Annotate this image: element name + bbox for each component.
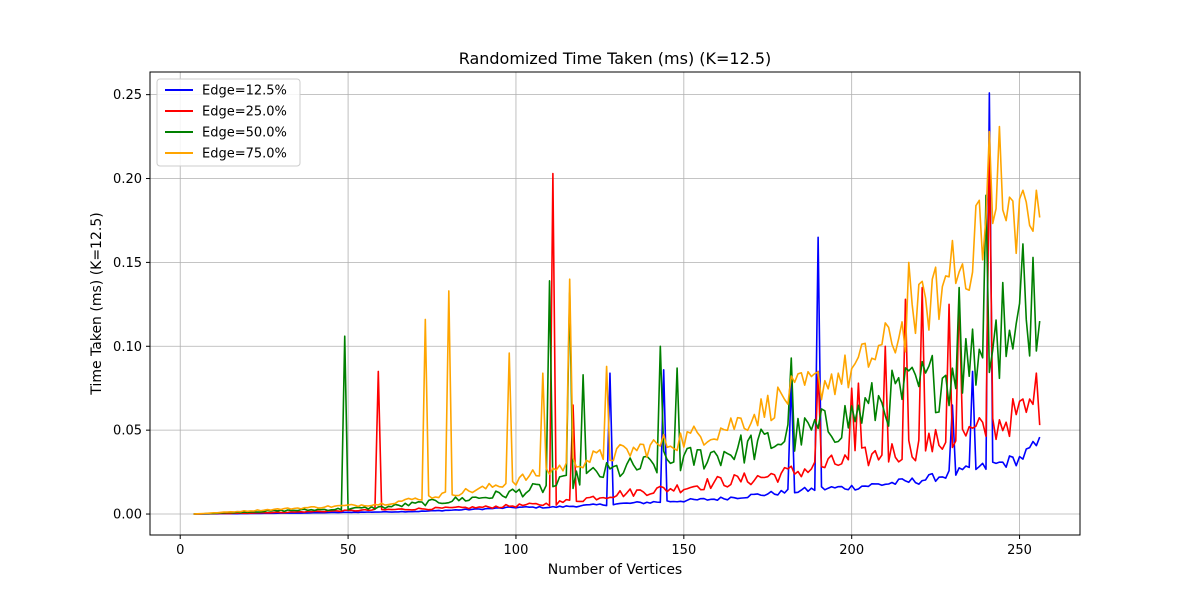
legend: Edge=12.5% Edge=25.0% Edge=50.0% Edge=75.0% xyxy=(156,78,301,167)
y-tick-label: 0.05 xyxy=(113,424,142,439)
series-layer xyxy=(193,92,1041,515)
x-tick-label: 0 xyxy=(176,543,184,558)
legend-label: Edge=75.0% xyxy=(202,147,287,162)
x-tick-label: 150 xyxy=(671,543,696,558)
x-tick-label: 200 xyxy=(839,543,864,558)
y-tick-label: 0.20 xyxy=(113,172,142,187)
legend-box xyxy=(156,78,301,167)
x-axis-label: Number of Vertices xyxy=(548,562,682,578)
x-tick-label: 50 xyxy=(340,543,357,558)
y-tick-label: 0.25 xyxy=(113,88,142,103)
x-axis: 0 50 100 150 200 250 xyxy=(176,535,1032,558)
legend-label: Edge=12.5% xyxy=(202,84,287,99)
y-tick-label: 0.10 xyxy=(113,340,142,355)
chart-title: Randomized Time Taken (ms) (K=12.5) xyxy=(459,49,772,68)
series-line-4 xyxy=(193,125,1041,515)
y-tick-label: 0.15 xyxy=(113,256,142,271)
y-tick-label: 0.00 xyxy=(113,508,142,523)
x-tick-label: 250 xyxy=(1007,543,1032,558)
x-tick-label: 100 xyxy=(504,543,529,558)
plot-frame xyxy=(149,71,1081,536)
y-axis-label: Time Taken (ms) (K=12.5) xyxy=(89,212,105,395)
legend-label: Edge=25.0% xyxy=(202,105,287,120)
series-line-1 xyxy=(193,92,1041,515)
y-axis: 0.00 0.05 0.10 0.15 0.20 0.25 xyxy=(113,88,150,523)
series-line-3 xyxy=(193,194,1041,515)
legend-label: Edge=50.0% xyxy=(202,126,287,141)
series-line-2 xyxy=(193,144,1041,515)
